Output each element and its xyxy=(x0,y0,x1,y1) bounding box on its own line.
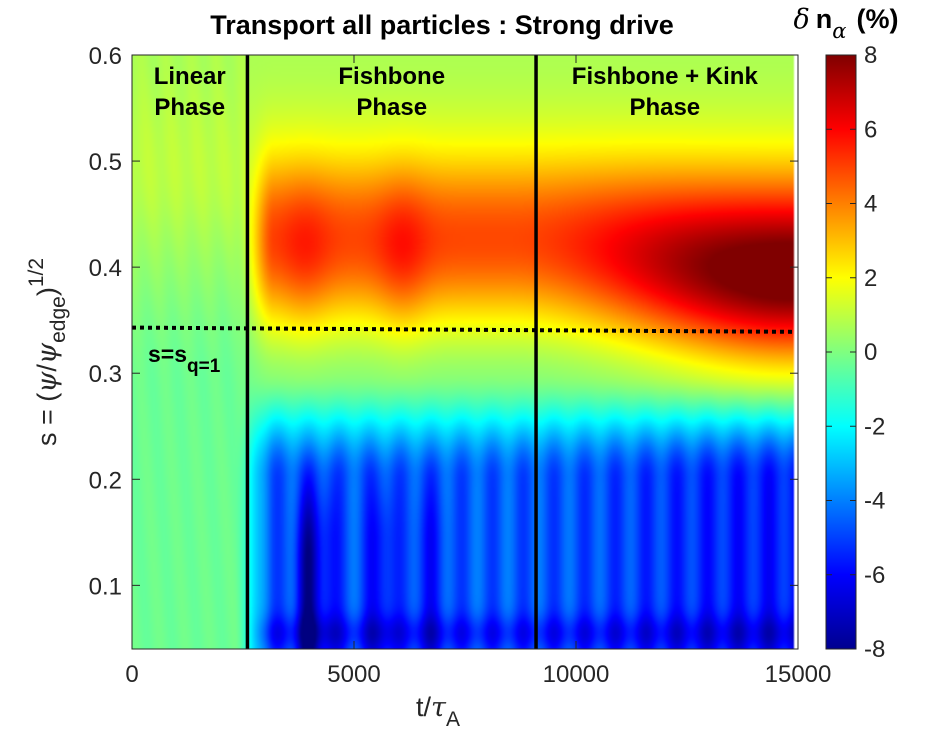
x-tick-label: 5000 xyxy=(327,661,380,688)
colorbar-tick-label: 0 xyxy=(864,339,877,366)
q1-surface-line xyxy=(131,325,794,334)
y-label-psi2: ψ xyxy=(32,342,63,364)
colorbar-label: δ nα (%) xyxy=(794,4,899,43)
x-tick-label: 15000 xyxy=(765,661,832,688)
colorbar-tick-label: 6 xyxy=(864,116,877,143)
y-label-sub: edge xyxy=(47,296,70,343)
y-axis-label: s = (ψ/ψedge)1/2 xyxy=(25,258,70,446)
colorbar-tick-label: 2 xyxy=(864,265,877,292)
y-tick-label: 0.5 xyxy=(89,149,122,176)
y-label-prefix: s = ( xyxy=(32,393,62,446)
x-label-base: t/ xyxy=(416,692,432,722)
colorbar-ticks: 8 6 4 2 0 -2 -4 -6 -8 xyxy=(826,42,885,663)
colorbar-tick-label: 4 xyxy=(864,191,877,218)
x-tick-label: 0 xyxy=(125,661,138,688)
phase-label-linear-line2: Phase xyxy=(154,94,225,121)
colorbar-tick-label: 8 xyxy=(864,42,877,69)
x-label-tau: τ xyxy=(431,692,447,723)
phase-label-linear-line1: Linear xyxy=(154,63,226,90)
colorbar-tick-label: -2 xyxy=(864,413,885,440)
cb-label-delta: δ xyxy=(794,4,810,35)
cb-label-alpha: α xyxy=(832,19,846,43)
x-label-sub: A xyxy=(446,708,460,731)
phase-label-fishbone-line1: Fishbone xyxy=(338,63,445,90)
y-label-close: ) xyxy=(32,287,62,296)
plot-frame xyxy=(131,54,799,650)
y-tick-label: 0.4 xyxy=(89,255,122,282)
q1-label-main: s=s xyxy=(148,341,187,367)
chart-title: Transport all particles : Strong drive xyxy=(210,10,674,40)
x-tick-label: 10000 xyxy=(543,661,610,688)
y-label-psi1: ψ xyxy=(32,371,63,393)
cb-label-n: n xyxy=(816,4,833,34)
y-label-slash: / xyxy=(32,364,62,372)
q1-label-sub: q=1 xyxy=(187,356,221,377)
x-axis-label: t/τA xyxy=(416,692,460,731)
heatmap xyxy=(132,55,798,649)
phase-label-kink-line2: Phase xyxy=(629,94,700,121)
colorbar-tick-label: -4 xyxy=(864,488,885,515)
heatmap-image xyxy=(132,55,798,649)
colorbar-tick-label: -6 xyxy=(864,562,885,589)
y-label-sup: 1/2 xyxy=(25,258,48,287)
y-tick-label: 0.2 xyxy=(89,467,122,494)
y-tick-label: 0.6 xyxy=(89,43,122,70)
colorbar-tick-label: -8 xyxy=(864,636,885,663)
q1-surface-label: s=sq=1 xyxy=(148,341,221,377)
axis-ticks: 0 5000 10000 15000 0.1 0.2 0.3 0.4 0.5 0.6 xyxy=(89,43,832,688)
cb-label-unit: (%) xyxy=(856,4,898,34)
y-tick-label: 0.1 xyxy=(89,573,122,600)
phase-label-kink-line1: Fishbone + Kink xyxy=(572,63,759,90)
phase-label-fishbone-line2: Phase xyxy=(356,94,427,121)
y-tick-label: 0.3 xyxy=(89,361,122,388)
